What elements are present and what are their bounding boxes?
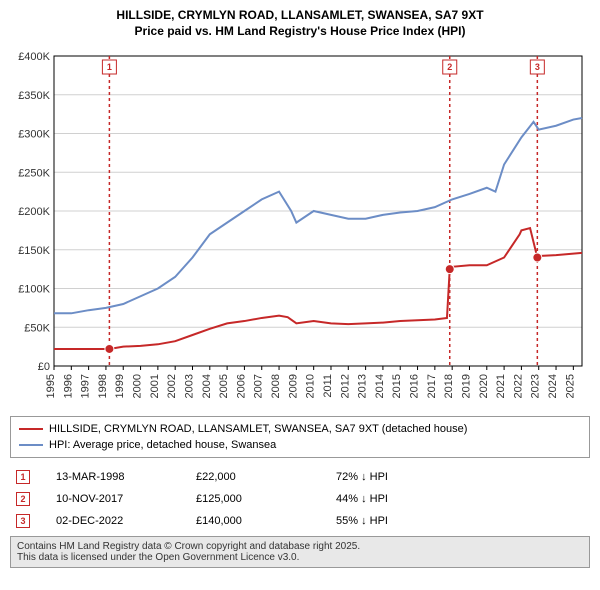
svg-text:2: 2: [447, 62, 452, 72]
annotation-delta: 44% ↓ HPI: [330, 488, 590, 510]
annotation-date: 13-MAR-1998: [50, 466, 190, 488]
line-chart: £0 £50K £100K £150K £200K £250K £300K £350K £400…: [10, 46, 590, 406]
annotation-marker: 1: [16, 470, 30, 484]
chart-title: HILLSIDE, CRYMLYN ROAD, LLANSAMLET, SWAN…: [10, 8, 590, 22]
svg-text:£200K: £200K: [18, 206, 50, 218]
svg-text:2007: 2007: [253, 374, 265, 398]
svg-text:2009: 2009: [287, 374, 299, 398]
legend-swatch-1: [19, 444, 43, 446]
svg-text:2021: 2021: [495, 374, 507, 398]
svg-text:2005: 2005: [218, 374, 230, 398]
svg-text:£50K: £50K: [24, 322, 50, 334]
svg-text:1999: 1999: [114, 374, 126, 398]
svg-text:2004: 2004: [201, 374, 213, 398]
chart-subtitle: Price paid vs. HM Land Registry's House …: [10, 24, 590, 38]
svg-text:2022: 2022: [512, 374, 524, 398]
svg-text:2010: 2010: [305, 374, 317, 398]
svg-text:2006: 2006: [235, 374, 247, 398]
svg-text:£150K: £150K: [18, 245, 50, 257]
svg-text:£400K: £400K: [18, 51, 50, 63]
svg-text:2003: 2003: [183, 374, 195, 398]
svg-text:£0: £0: [38, 361, 50, 373]
svg-text:2002: 2002: [166, 374, 178, 398]
svg-text:2025: 2025: [564, 374, 576, 398]
svg-text:1: 1: [107, 62, 112, 72]
annotation-delta: 55% ↓ HPI: [330, 510, 590, 532]
svg-text:£350K: £350K: [18, 90, 50, 102]
footer-note: Contains HM Land Registry data © Crown c…: [10, 536, 590, 568]
annotation-date: 02-DEC-2022: [50, 510, 190, 532]
svg-text:2012: 2012: [339, 374, 351, 398]
svg-text:1997: 1997: [80, 374, 92, 398]
svg-text:2011: 2011: [322, 374, 334, 398]
svg-text:£100K: £100K: [18, 284, 50, 296]
chart-area: £0 £50K £100K £150K £200K £250K £300K £350K £400…: [10, 46, 590, 406]
svg-text:2023: 2023: [530, 374, 542, 398]
annotation-date: 10-NOV-2017: [50, 488, 190, 510]
legend: HILLSIDE, CRYMLYN ROAD, LLANSAMLET, SWAN…: [10, 416, 590, 458]
svg-text:1996: 1996: [62, 374, 74, 398]
svg-text:2017: 2017: [426, 374, 438, 398]
svg-text:1998: 1998: [97, 374, 109, 398]
annotation-marker: 2: [16, 492, 30, 506]
svg-text:2001: 2001: [149, 374, 161, 398]
annotation-delta: 72% ↓ HPI: [330, 466, 590, 488]
svg-text:2018: 2018: [443, 374, 455, 398]
annotation-row: 2 10-NOV-2017 £125,000 44% ↓ HPI: [10, 488, 590, 510]
annotation-row: 1 13-MAR-1998 £22,000 72% ↓ HPI: [10, 466, 590, 488]
svg-text:3: 3: [535, 62, 540, 72]
svg-text:2019: 2019: [460, 374, 472, 398]
svg-text:2024: 2024: [547, 374, 559, 398]
svg-text:2000: 2000: [132, 374, 144, 398]
svg-text:2020: 2020: [478, 374, 490, 398]
legend-swatch-0: [19, 428, 43, 431]
svg-text:2013: 2013: [357, 374, 369, 398]
svg-text:£250K: £250K: [18, 167, 50, 179]
svg-text:£300K: £300K: [18, 129, 50, 141]
svg-text:1995: 1995: [45, 374, 57, 398]
annotation-row: 3 02-DEC-2022 £140,000 55% ↓ HPI: [10, 510, 590, 532]
annotation-price: £22,000: [190, 466, 330, 488]
svg-text:2015: 2015: [391, 374, 403, 398]
annotation-table: 1 13-MAR-1998 £22,000 72% ↓ HPI2 10-NOV-…: [10, 466, 590, 532]
legend-label-0: HILLSIDE, CRYMLYN ROAD, LLANSAMLET, SWAN…: [49, 423, 467, 435]
svg-text:2016: 2016: [409, 374, 421, 398]
svg-text:2008: 2008: [270, 374, 282, 398]
annotation-marker: 3: [16, 514, 30, 528]
annotation-price: £140,000: [190, 510, 330, 532]
legend-label-1: HPI: Average price, detached house, Swan…: [49, 439, 276, 451]
annotation-price: £125,000: [190, 488, 330, 510]
svg-text:2014: 2014: [374, 374, 386, 398]
